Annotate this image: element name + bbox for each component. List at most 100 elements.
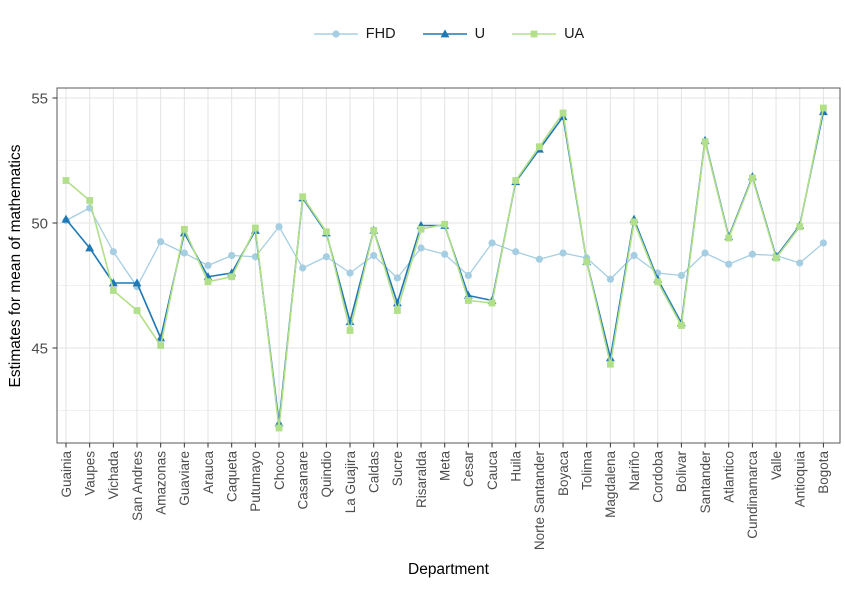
x-tick-label: Cordoba [651, 451, 666, 503]
marker-UA [157, 342, 165, 349]
marker-UA [725, 234, 733, 242]
marker-FHD [606, 275, 614, 283]
y-tick-labels: 45 50 55 [31, 91, 48, 358]
marker-UA [370, 227, 378, 234]
x-tick-label: Putumayo [248, 451, 263, 512]
legend-item-U: U [422, 26, 485, 42]
marker-U [463, 290, 473, 299]
x-axis-title: Department [408, 561, 489, 578]
series-FHD [62, 204, 828, 291]
x-tick-label: Sucre [390, 451, 405, 486]
x-tick-label: Cesar [461, 451, 476, 488]
marker-FHD [819, 239, 828, 247]
x-tick-label: Tolima [580, 451, 595, 491]
marker-FHD [180, 249, 188, 257]
x-tick-label: Arauca [201, 451, 216, 494]
marker-U [605, 353, 615, 362]
marker-UA [393, 307, 401, 314]
marker-UA [630, 218, 638, 226]
marker-FHD [204, 261, 212, 270]
marker-UA [701, 138, 709, 146]
marker-U [61, 214, 71, 223]
x-tick-label: Valle [769, 451, 784, 480]
marker-FHD [109, 248, 117, 256]
marker-U [132, 278, 142, 287]
marker-FHD [228, 251, 236, 260]
marker-UA [512, 177, 520, 184]
x-tick-label: Norte Santander [532, 450, 547, 550]
marker-UA [109, 287, 117, 294]
marker-UA [820, 104, 827, 112]
marker-UA [441, 220, 449, 228]
marker-FHD [393, 274, 401, 282]
marker-UA [535, 143, 543, 151]
legend-label: UA [564, 26, 585, 42]
marker-UA [748, 174, 756, 182]
y-tick-label: 45 [31, 341, 48, 358]
marker-FHD [748, 250, 756, 258]
legend-key-marker [440, 29, 449, 38]
x-tick-label: Huila [509, 451, 524, 482]
marker-FHD [251, 253, 259, 261]
x-tick-label: Casanare [295, 451, 310, 510]
marker-UA [488, 299, 496, 307]
marker-FHD [630, 251, 638, 260]
x-tick-label: Choco [272, 451, 287, 490]
axis-ticks [52, 97, 824, 448]
y-tick-label: 55 [31, 91, 48, 108]
marker-UA [559, 109, 567, 117]
x-tick-label: Bogota [816, 451, 831, 494]
marker-FHD [559, 249, 567, 257]
y-axis-title: Estimates for mean of mathematics [7, 144, 24, 388]
marker-UA [204, 278, 212, 286]
marker-FHD [725, 260, 733, 268]
marker-UA [299, 193, 307, 201]
marker-UA [606, 360, 614, 368]
marker-FHD [346, 269, 354, 277]
legend-label: U [474, 26, 486, 42]
marker-FHD [796, 259, 804, 267]
x-tick-label: San Andres [130, 451, 145, 521]
x-tick-label: Vaupes [82, 451, 97, 496]
marker-UA [228, 273, 236, 281]
x-tick-label: Bolivar [674, 450, 689, 492]
marker-UA [772, 254, 780, 262]
marker-FHD [299, 264, 307, 272]
x-tick-label: Cauca [485, 451, 500, 491]
gridlines [57, 88, 840, 443]
marker-UA [86, 197, 94, 204]
marker-FHD [535, 255, 543, 263]
marker-FHD [512, 248, 520, 256]
marker-UA [346, 327, 354, 334]
x-tick-label: Nariño [627, 451, 642, 491]
x-tick-label: Meta [438, 451, 453, 482]
marker-UA [62, 177, 70, 184]
marker-FHD [275, 223, 283, 231]
marker-FHD [370, 251, 378, 260]
marker-UA [180, 225, 188, 233]
marker-FHD [677, 271, 685, 280]
legend-key-circle-icon [313, 30, 358, 38]
marker-UA [677, 322, 685, 329]
marker-U [156, 333, 166, 342]
x-tick-label: Antioquia [793, 451, 808, 508]
x-tick-label: Magdalena [603, 451, 618, 518]
x-tick-label: Guaviare [177, 451, 192, 506]
x-tick-label: Risaralda [414, 451, 429, 509]
x-tick-label: Vichada [106, 451, 121, 500]
legend: FHD U UA [57, 24, 840, 44]
legend-key-triangle-icon [422, 29, 467, 38]
marker-UA [275, 424, 283, 432]
marker-FHD [322, 253, 330, 261]
legend-item-FHD: FHD [313, 26, 396, 42]
x-tick-labels: Guainia Vaupes Vichada San Andres Amazonas Gu… [59, 450, 831, 550]
panel-border [56, 87, 841, 444]
x-tick-label: Quindio [319, 451, 334, 498]
x-tick-label: La Guajira [343, 451, 358, 514]
marker-UA [251, 224, 259, 232]
marker-UA [133, 307, 141, 314]
marker-U [85, 243, 95, 252]
x-tick-label: Guainia [59, 451, 74, 498]
